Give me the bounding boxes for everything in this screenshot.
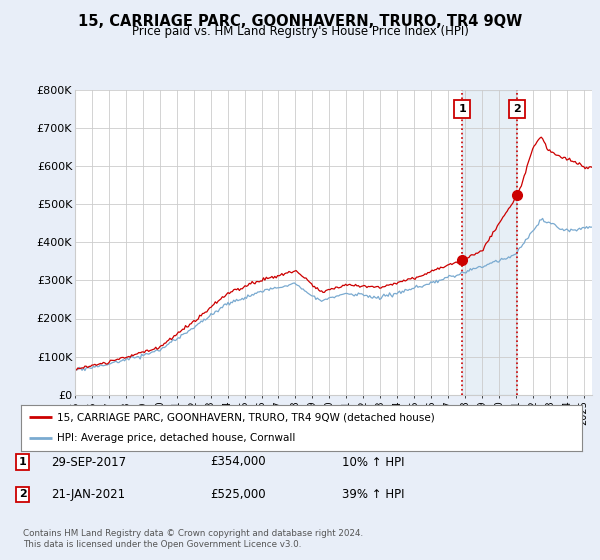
- Text: 15, CARRIAGE PARC, GOONHAVERN, TRURO, TR4 9QW: 15, CARRIAGE PARC, GOONHAVERN, TRURO, TR…: [78, 14, 522, 29]
- Text: 15, CARRIAGE PARC, GOONHAVERN, TRURO, TR4 9QW (detached house): 15, CARRIAGE PARC, GOONHAVERN, TRURO, TR…: [58, 412, 435, 422]
- Text: Contains HM Land Registry data © Crown copyright and database right 2024.
This d: Contains HM Land Registry data © Crown c…: [23, 529, 363, 549]
- Text: 29-SEP-2017: 29-SEP-2017: [51, 455, 126, 469]
- Text: 2: 2: [513, 104, 521, 114]
- Text: 2: 2: [19, 489, 26, 500]
- Text: 1: 1: [458, 104, 466, 114]
- Bar: [462, 90, 517, 395]
- Text: £354,000: £354,000: [210, 455, 266, 469]
- Text: 1: 1: [19, 457, 26, 467]
- Text: 39% ↑ HPI: 39% ↑ HPI: [342, 488, 404, 501]
- Text: £525,000: £525,000: [210, 488, 266, 501]
- Text: 10% ↑ HPI: 10% ↑ HPI: [342, 455, 404, 469]
- Text: 21-JAN-2021: 21-JAN-2021: [51, 488, 125, 501]
- Text: HPI: Average price, detached house, Cornwall: HPI: Average price, detached house, Corn…: [58, 433, 296, 444]
- Text: Price paid vs. HM Land Registry's House Price Index (HPI): Price paid vs. HM Land Registry's House …: [131, 25, 469, 38]
